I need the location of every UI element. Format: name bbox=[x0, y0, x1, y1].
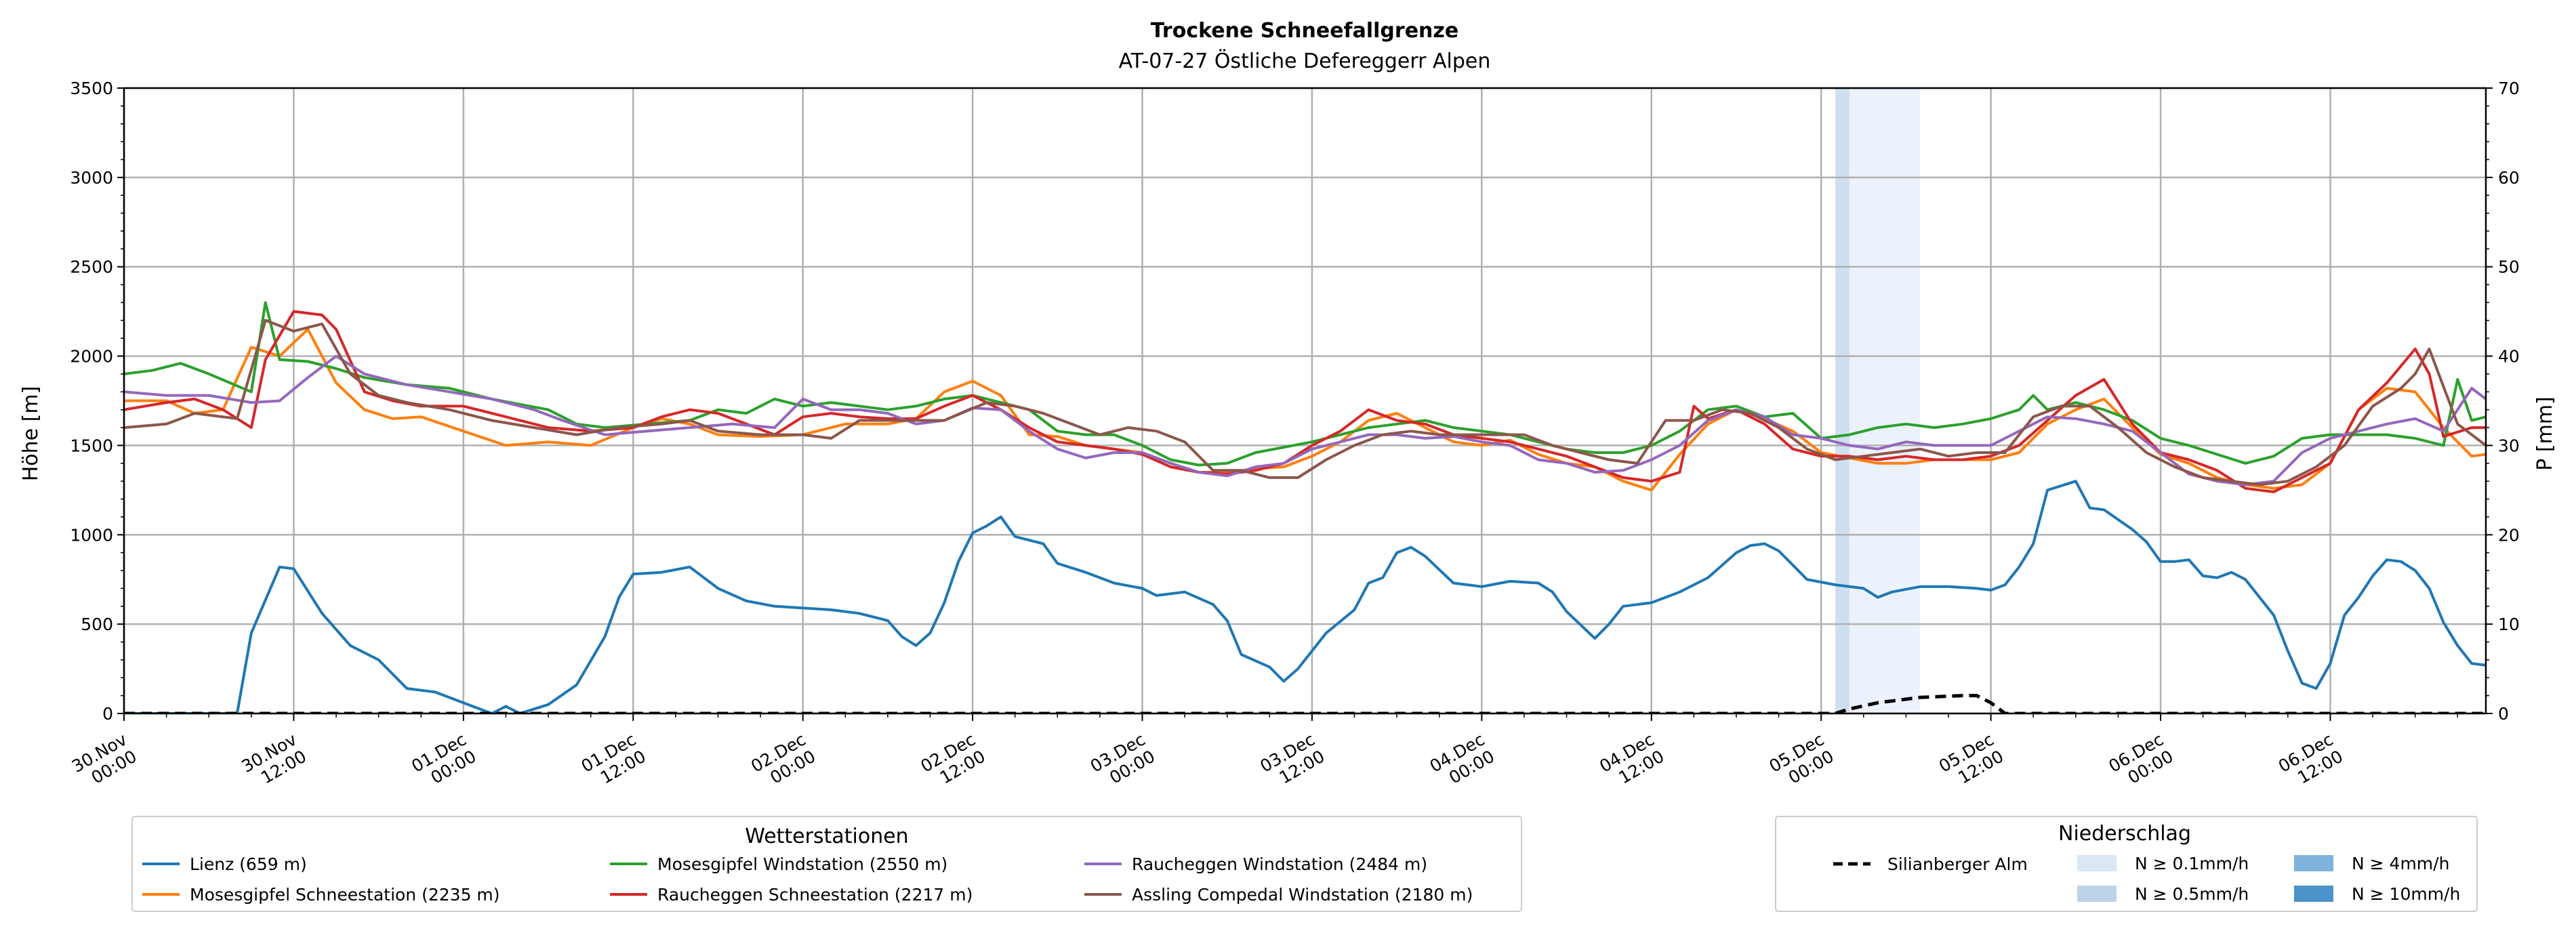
precip-shade-band bbox=[1835, 88, 1849, 713]
series-line-1 bbox=[124, 328, 2486, 492]
series-line-0 bbox=[124, 480, 2486, 713]
chart-title: Trockene Schneefallgrenze bbox=[1151, 19, 1458, 43]
x-tick-label: 01.Dec12:00 bbox=[578, 730, 649, 793]
grid-layer bbox=[123, 87, 2486, 715]
x-tick-label: 02.Dec00:00 bbox=[748, 730, 819, 793]
precip-shading-layer bbox=[1835, 88, 1921, 713]
y-axis-label: Höhe [m] bbox=[19, 386, 43, 482]
y-tick-label: 500 bbox=[81, 615, 113, 634]
precip-legend-items: Silianberger Alm N ≥ 0.1mm/h N ≥ 0.5mm/h N … bbox=[1833, 854, 2460, 904]
plot-frame bbox=[123, 87, 2487, 715]
legend-label-0: Lienz (659 m) bbox=[190, 854, 307, 874]
y-tick-label: 2000 bbox=[70, 347, 113, 367]
precip-level-label-1: N ≥ 0.5mm/h bbox=[2135, 884, 2249, 904]
y2-tick-label: 10 bbox=[2498, 615, 2520, 634]
y2-tick-label: 40 bbox=[2498, 347, 2520, 367]
x-tick-label: 30.Nov00:00 bbox=[68, 729, 140, 793]
legend-label-3: Raucheggen Schneestation (2217 m) bbox=[657, 885, 973, 905]
precip-level-label-0: N ≥ 0.1mm/h bbox=[2135, 854, 2249, 873]
y-tick-label: 1000 bbox=[70, 525, 113, 545]
x-tick-label: 02.Dec12:00 bbox=[918, 730, 989, 793]
axis-layer: 0 500 1000 1500 2000 2500 3000 3500 0 10 20 30 40 50 6… bbox=[68, 79, 2520, 793]
series-line-3 bbox=[124, 310, 2486, 493]
x-tick-label: 06.Dec00:00 bbox=[2105, 730, 2176, 793]
legend-label-5: Assling Compedal Windstation (2180 m) bbox=[1132, 885, 1473, 905]
stations-legend: Wetterstationen Lienz (659 m) Mosesgipfel… bbox=[131, 816, 1522, 912]
x-tick-label: 06.Dec12:00 bbox=[2275, 730, 2346, 793]
y-tick-label: 3000 bbox=[70, 168, 113, 188]
legend-label-4: Raucheggen Windstation (2484 m) bbox=[1132, 854, 1427, 874]
stations-legend-frame bbox=[131, 816, 1522, 912]
precip-legend-title: Niederschlag bbox=[2058, 822, 2191, 846]
precip-legend-label: Silianberger Alm bbox=[1887, 854, 2028, 874]
series-line-2 bbox=[124, 301, 2486, 467]
x-tick-label: 30.Nov12:00 bbox=[238, 729, 310, 793]
y2-tick-label: 30 bbox=[2498, 436, 2520, 455]
x-tick-label: 05.Dec00:00 bbox=[1766, 730, 1837, 793]
x-tick-label: 04.Dec00:00 bbox=[1427, 730, 1498, 793]
x-tick-label: 04.Dec12:00 bbox=[1596, 730, 1667, 793]
precip-level-swatch-2 bbox=[2294, 855, 2333, 871]
series-line-4 bbox=[124, 354, 2486, 486]
y-tick-label: 2500 bbox=[70, 257, 113, 277]
x-tick-label: 05.Dec12:00 bbox=[1936, 730, 2007, 793]
y-tick-label: 0 bbox=[102, 704, 113, 724]
precip-legend: Niederschlag Silianberger Alm N ≥ 0.1mm/h… bbox=[1775, 816, 2478, 912]
legend-label-2: Mosesgipfel Windstation (2550 m) bbox=[657, 854, 947, 874]
y2-tick-label: 60 bbox=[2498, 168, 2520, 188]
precip-line bbox=[124, 694, 2486, 713]
y2-tick-label: 50 bbox=[2498, 257, 2520, 277]
series-line-5 bbox=[124, 318, 2486, 486]
x-tick-label: 03.Dec12:00 bbox=[1256, 730, 1328, 793]
chart-subtitle: AT-07-27 Östliche Defereggerr Alpen bbox=[1119, 49, 1491, 73]
y2-tick-label: 70 bbox=[2498, 79, 2520, 98]
precip-level-label-2: N ≥ 4mm/h bbox=[2352, 854, 2449, 873]
y-tick-label: 1500 bbox=[70, 436, 113, 455]
stations-legend-title: Wetterstationen bbox=[745, 825, 908, 848]
y2-axis-label: P [mm] bbox=[2533, 396, 2557, 470]
y-tick-label: 3500 bbox=[70, 79, 113, 98]
y2-tick-label: 20 bbox=[2498, 525, 2520, 545]
precip-level-swatch-1 bbox=[2077, 886, 2117, 902]
series-layer bbox=[124, 301, 2486, 713]
y2-tick-label: 0 bbox=[2498, 704, 2509, 724]
legend-label-1: Mosesgipfel Schneestation (2235 m) bbox=[190, 885, 500, 905]
precip-level-label-3: N ≥ 10mm/h bbox=[2352, 884, 2460, 904]
x-tick-label: 01.Dec00:00 bbox=[408, 730, 479, 793]
precip-level-swatch-3 bbox=[2294, 886, 2333, 902]
x-tick-label: 03.Dec00:00 bbox=[1087, 730, 1158, 793]
precip-shade-band bbox=[1849, 88, 1921, 713]
precip-level-swatch-0 bbox=[2077, 855, 2117, 871]
stations-legend-items: Lienz (659 m) Mosesgipfel Schneestation (… bbox=[142, 854, 1473, 905]
